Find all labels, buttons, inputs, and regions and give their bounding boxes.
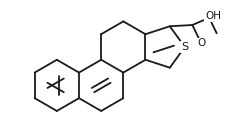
- Text: O: O: [197, 38, 205, 48]
- Text: S: S: [181, 42, 188, 52]
- Text: OH: OH: [205, 11, 221, 21]
